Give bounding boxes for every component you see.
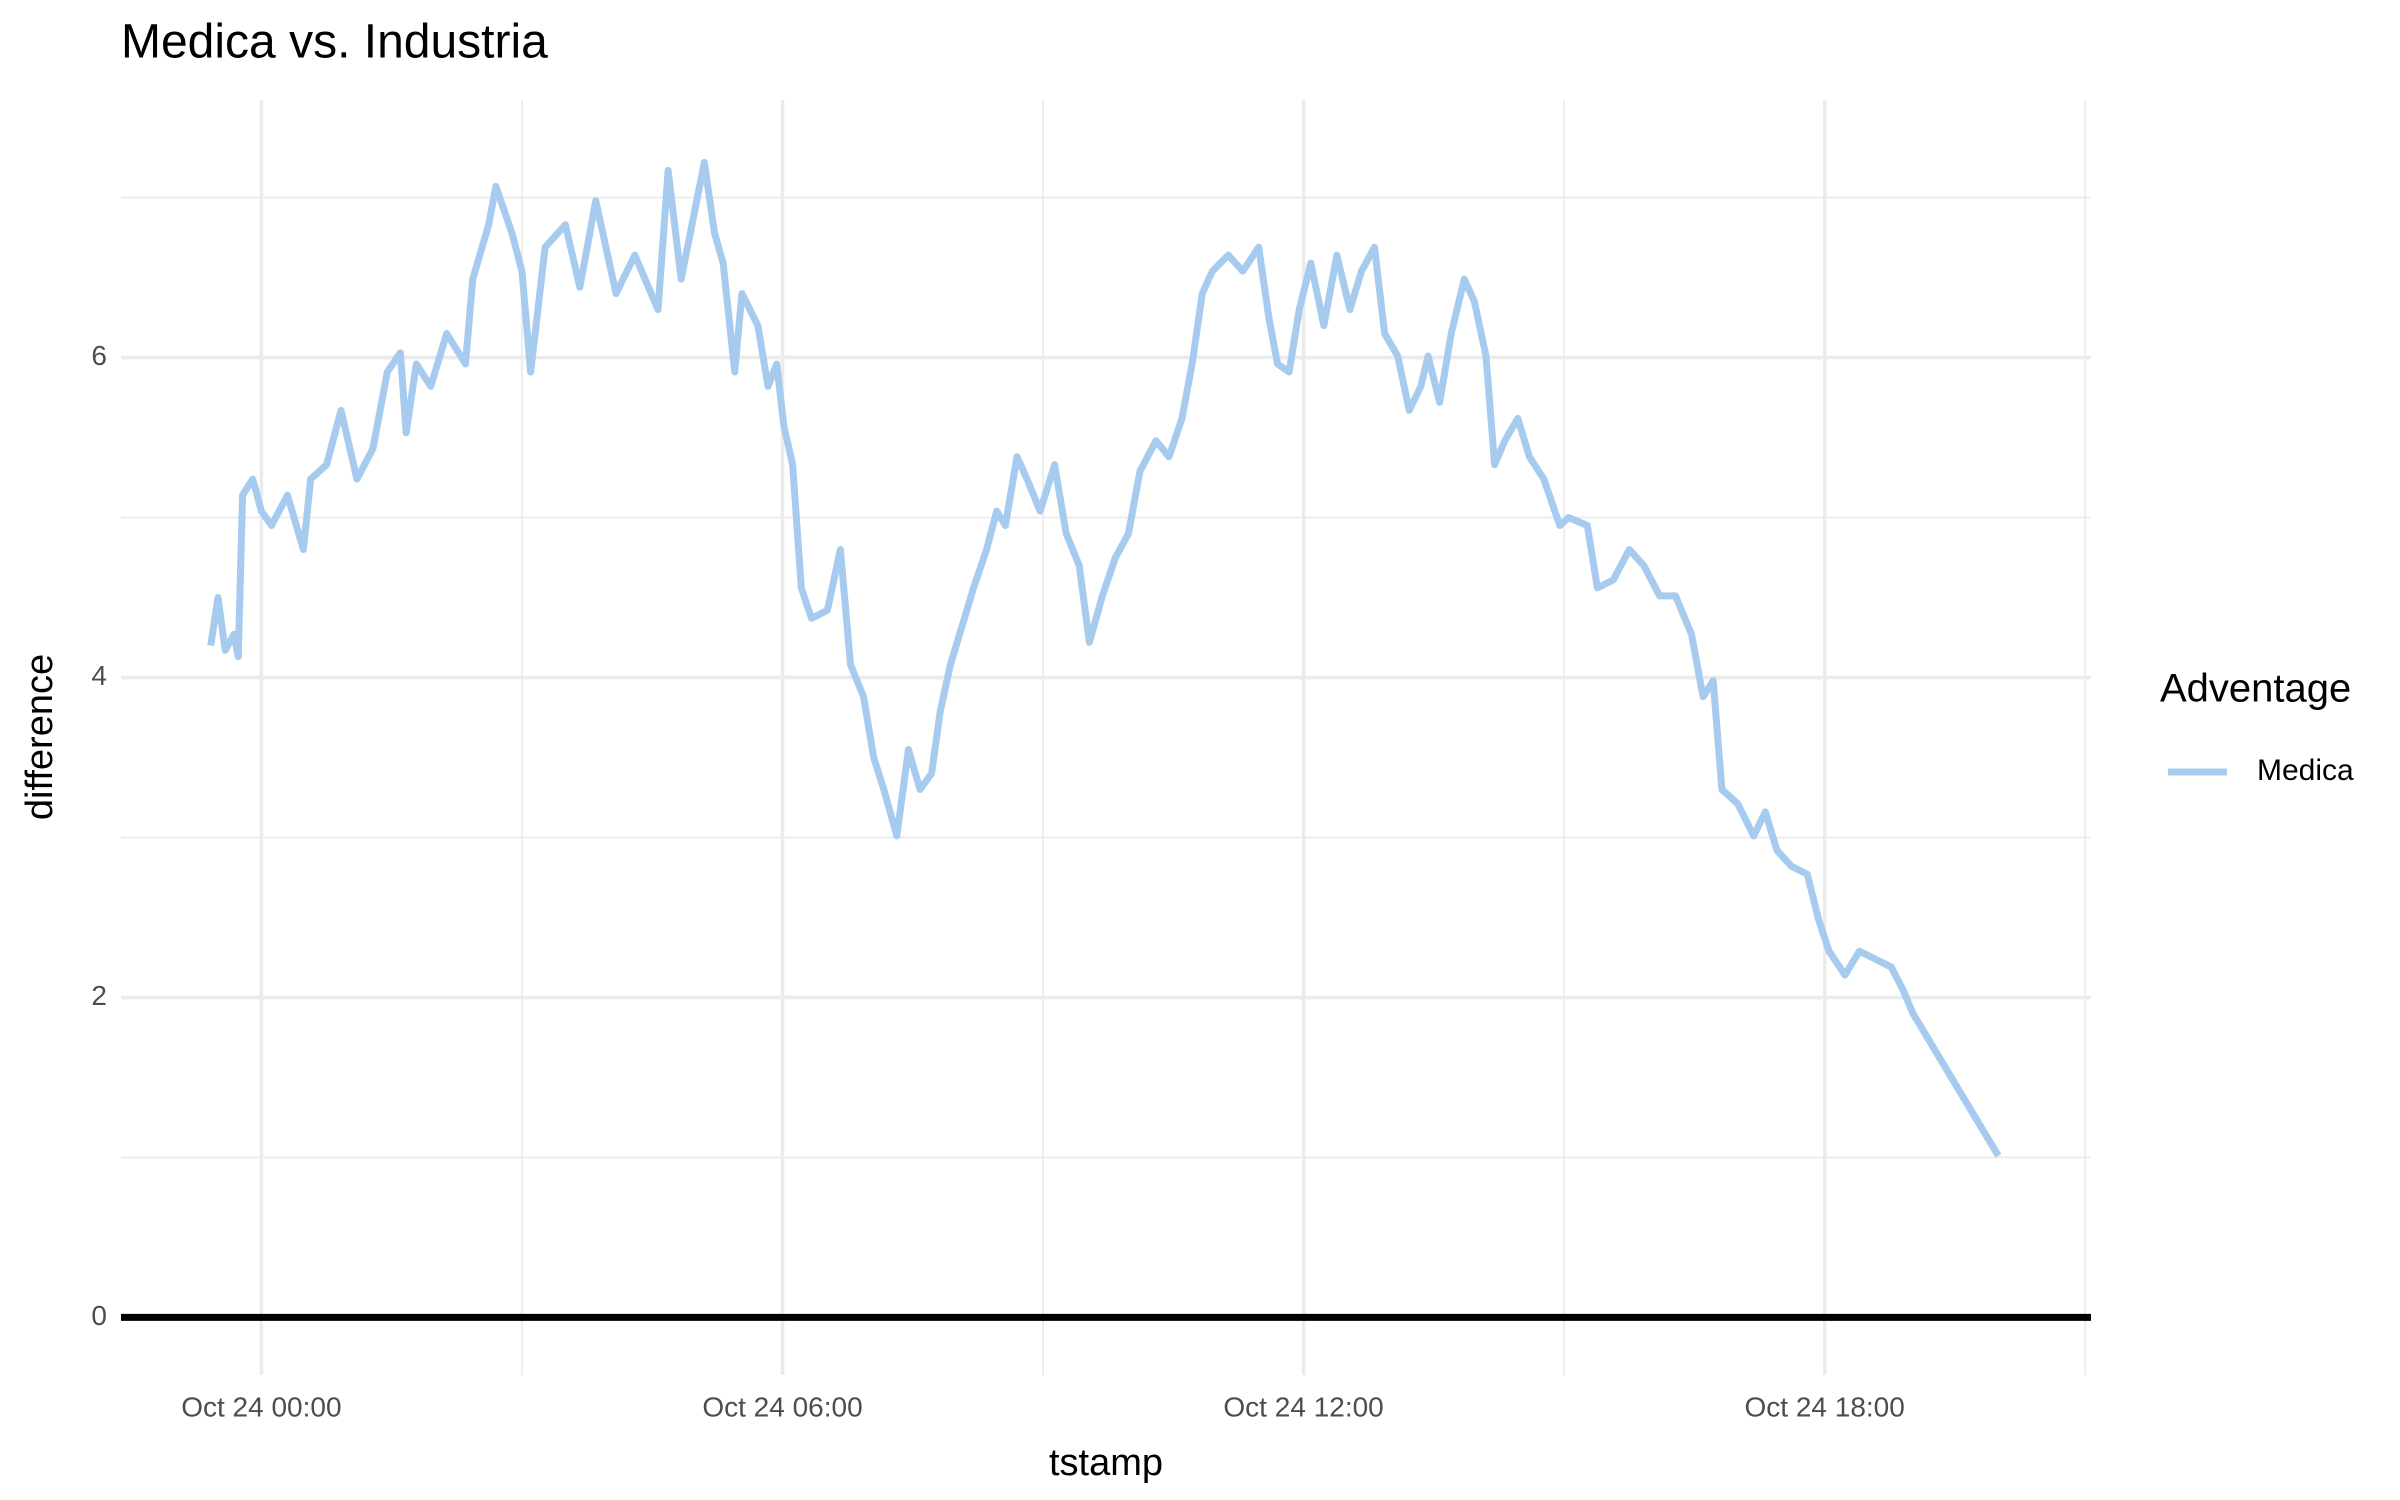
y-axis-title: difference — [19, 654, 61, 820]
x-tick-label: Oct 24 18:00 — [1744, 1391, 1904, 1422]
data-line — [207, 158, 2002, 1158]
plot-area — [121, 158, 2091, 1321]
grid — [121, 100, 2091, 1375]
y-tick-label: 0 — [91, 1300, 107, 1331]
y-tick-label: 4 — [91, 660, 107, 691]
x-tick-label: Oct 24 00:00 — [181, 1391, 341, 1422]
x-axis-title: tstamp — [1049, 1442, 1163, 1484]
legend-title: Adventage — [2160, 667, 2351, 711]
x-tick-label: Oct 24 12:00 — [1223, 1391, 1383, 1422]
y-tick-label: 2 — [91, 980, 107, 1011]
x-tick-label: Oct 24 06:00 — [702, 1391, 862, 1422]
chart-title: Medica vs. Industria — [121, 16, 548, 69]
legend-label: Medica — [2257, 754, 2354, 787]
y-tick-label: 6 — [91, 340, 107, 371]
